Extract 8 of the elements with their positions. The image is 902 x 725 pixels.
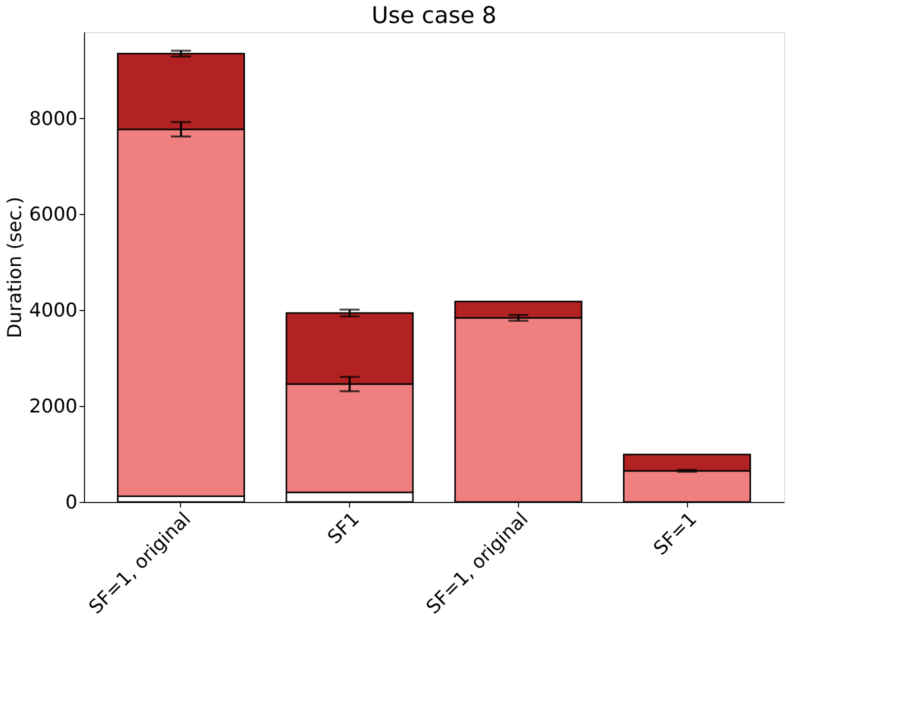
y-axis-title: Duration (sec.) <box>4 196 26 338</box>
chart-title: Use case 8 <box>371 3 497 29</box>
x-tick-label: SF1 <box>323 508 364 548</box>
y-tick-label: 4000 <box>29 300 78 322</box>
y-tick-label: 0 <box>65 492 78 514</box>
y-tick-label: 6000 <box>29 204 78 226</box>
y-tick-label: 8000 <box>29 108 78 130</box>
y-tick-label: 2000 <box>29 396 78 418</box>
